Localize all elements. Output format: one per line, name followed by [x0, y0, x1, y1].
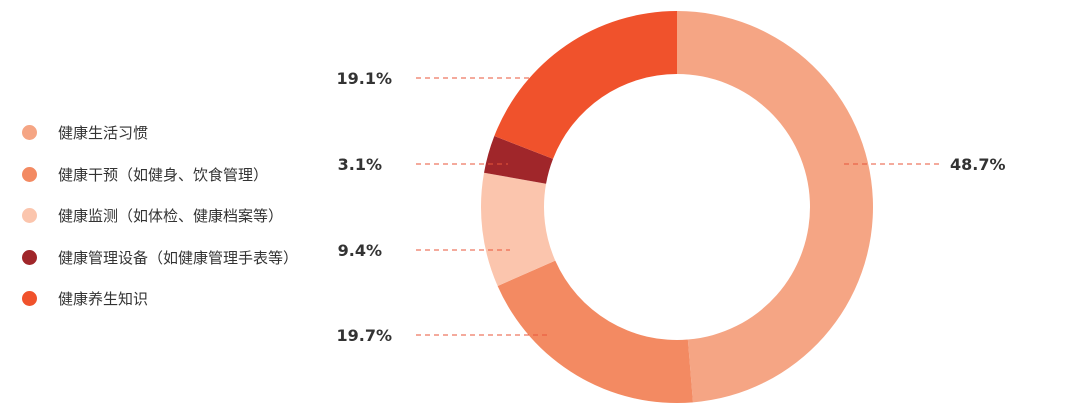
legend-item: 健康养生知识: [22, 278, 352, 320]
legend-item: 健康管理设备（如健康管理手表等）: [22, 237, 352, 279]
legend-label: 健康监测（如体检、健康档案等）: [58, 207, 284, 226]
donut-slice: [480, 172, 556, 286]
data-label: 9.4%: [338, 241, 382, 260]
legend-label: 健康生活习惯: [58, 124, 149, 143]
donut-slice: [484, 135, 554, 184]
legend-marker: [22, 125, 37, 141]
data-label: 19.7%: [336, 326, 392, 345]
legend-marker: [22, 291, 37, 307]
legend-marker: [22, 249, 37, 265]
donut-slice: [497, 260, 693, 403]
legend-item: 健康监测（如体检、健康档案等）: [22, 195, 352, 237]
legend-item: 健康干预（如健身、饮食管理）: [22, 154, 352, 196]
legend-item: 健康生活习惯: [22, 112, 352, 154]
donut-slice: [494, 10, 677, 159]
legend-marker: [22, 166, 37, 182]
legend-marker: [22, 208, 37, 224]
donut-slice: [677, 11, 873, 403]
data-label: 19.1%: [336, 69, 392, 88]
data-label: 48.7%: [950, 155, 1006, 174]
legend-label: 健康干预（如健身、饮食管理）: [58, 165, 269, 184]
legend-label: 健康养生知识: [58, 290, 149, 309]
legend-label: 健康管理设备（如健康管理手表等）: [58, 248, 299, 267]
data-label: 3.1%: [338, 155, 382, 174]
chart-legend: 健康生活习惯 健康干预（如健身、饮食管理） 健康监测（如体检、健康档案等） 健康…: [22, 112, 352, 320]
